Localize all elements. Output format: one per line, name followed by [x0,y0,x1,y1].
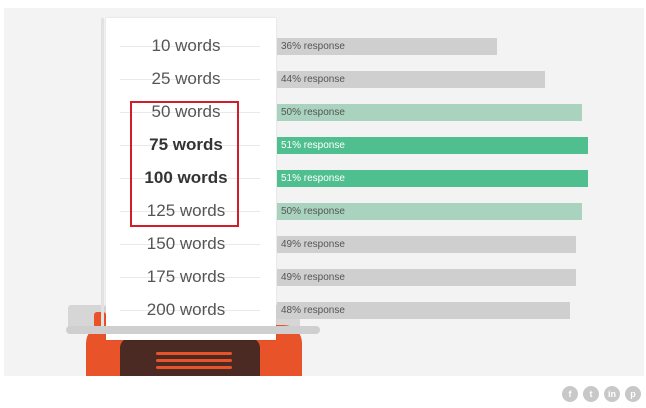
category-label: 150 words [146,234,226,253]
paper-rule [120,277,260,278]
category-label: 25 words [151,69,221,88]
typewriter-stripe [156,359,232,362]
pinterest-icon[interactable]: p [625,386,641,402]
bar-value-label: 49% response [281,239,345,250]
paper-edge [101,18,104,328]
typewriter-stripe [156,366,232,369]
category-label: 75 words [149,135,223,154]
bar-value-label: 51% response [281,140,345,151]
typewriter-keys [120,338,260,376]
paper-rule [120,112,260,113]
bar [277,203,582,220]
bar [277,137,589,154]
paper-rule [120,178,260,179]
bar-value-label: 49% response [281,272,345,283]
bar [277,269,576,286]
bar-value-label: 50% response [281,206,345,217]
bar-value-label: 36% response [281,41,345,52]
linkedin-icon[interactable]: in [604,386,620,402]
bar [277,236,576,253]
bar-value-label: 44% response [281,74,345,85]
paper-rule [120,310,260,311]
category-label: 100 words [144,168,228,187]
category-label: 125 words [146,201,226,220]
bar-value-label: 48% response [281,305,345,316]
paper-rule [120,211,260,212]
bar [277,170,589,187]
bar [277,302,570,319]
highlight-box [130,101,239,227]
paper-rule [120,46,260,47]
typewriter-paper [106,18,276,340]
category-label: 175 words [146,267,226,286]
bar [277,71,546,88]
bar [277,38,497,55]
bar-value-label: 50% response [281,107,345,118]
facebook-icon[interactable]: f [562,386,578,402]
category-label: 50 words [151,102,221,121]
paper-rule [120,244,260,245]
typewriter-roller [66,326,320,334]
paper-rule [120,79,260,80]
bar [277,104,582,121]
twitter-icon[interactable]: t [583,386,599,402]
bar-value-label: 51% response [281,173,345,184]
category-label: 200 words [146,300,226,319]
paper-rule [120,145,260,146]
typewriter-stripe [156,352,232,355]
category-label: 10 words [151,36,221,55]
